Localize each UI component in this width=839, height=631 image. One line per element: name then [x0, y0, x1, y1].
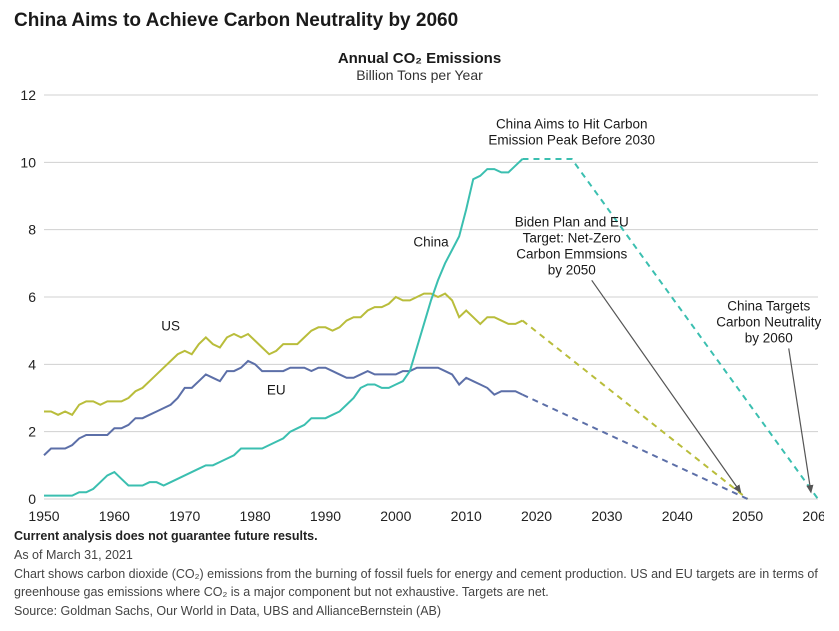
- emissions-chart: 0 2 4 6 8 10 12 1950 1960 1970 1980 1990 2000 2010 202…: [14, 87, 824, 527]
- svg-text:Target: Net-Zero: Target: Net-Zero: [523, 230, 621, 245]
- svg-text:by 2060: by 2060: [745, 330, 793, 345]
- svg-text:by 2050: by 2050: [548, 262, 596, 277]
- svg-text:Carbon Emmsions: Carbon Emmsions: [516, 246, 627, 261]
- footnote-source: Source: Goldman Sachs, Our World in Data…: [14, 602, 825, 621]
- footnote-desc: Chart shows carbon dioxide (CO₂) emissio…: [14, 565, 825, 603]
- footnote-asof: As of March 31, 2021: [14, 546, 825, 565]
- svg-text:US: US: [161, 319, 180, 334]
- svg-text:1980: 1980: [240, 508, 271, 524]
- svg-text:2050: 2050: [732, 508, 763, 524]
- svg-text:Biden Plan and EU: Biden Plan and EU: [515, 214, 629, 229]
- svg-text:EU: EU: [267, 383, 286, 398]
- chart-svg: 0 2 4 6 8 10 12 1950 1960 1970 1980 1990 2000 2010 202…: [14, 87, 824, 527]
- svg-text:2040: 2040: [662, 508, 693, 524]
- svg-text:6: 6: [28, 289, 36, 305]
- svg-text:China Targets: China Targets: [727, 298, 810, 313]
- svg-text:2: 2: [28, 424, 36, 440]
- svg-text:Carbon Neutrality: Carbon Neutrality: [716, 314, 821, 329]
- svg-text:12: 12: [20, 87, 36, 103]
- footnote-disclaimer: Current analysis does not guarantee futu…: [14, 527, 825, 546]
- svg-text:Emission Peak Before 2030: Emission Peak Before 2030: [488, 133, 655, 148]
- svg-text:China: China: [413, 235, 449, 250]
- chart-subtitle: Billion Tons per Year: [14, 67, 825, 83]
- svg-text:10: 10: [20, 154, 36, 170]
- svg-text:2030: 2030: [591, 508, 622, 524]
- svg-text:0: 0: [28, 491, 36, 507]
- svg-text:1960: 1960: [99, 508, 130, 524]
- svg-text:2060: 2060: [802, 508, 824, 524]
- svg-text:2000: 2000: [380, 508, 411, 524]
- svg-text:2020: 2020: [521, 508, 552, 524]
- svg-text:4: 4: [28, 356, 36, 372]
- svg-text:8: 8: [28, 222, 36, 238]
- chart-title: Annual CO₂ Emissions: [14, 50, 825, 67]
- footnotes: Current analysis does not guarantee futu…: [14, 527, 825, 621]
- svg-text:1990: 1990: [310, 508, 341, 524]
- svg-text:1970: 1970: [169, 508, 200, 524]
- svg-text:2010: 2010: [451, 508, 482, 524]
- page-title: China Aims to Achieve Carbon Neutrality …: [14, 10, 825, 32]
- svg-text:1950: 1950: [28, 508, 59, 524]
- svg-text:China Aims to Hit Carbon: China Aims to Hit Carbon: [496, 117, 648, 132]
